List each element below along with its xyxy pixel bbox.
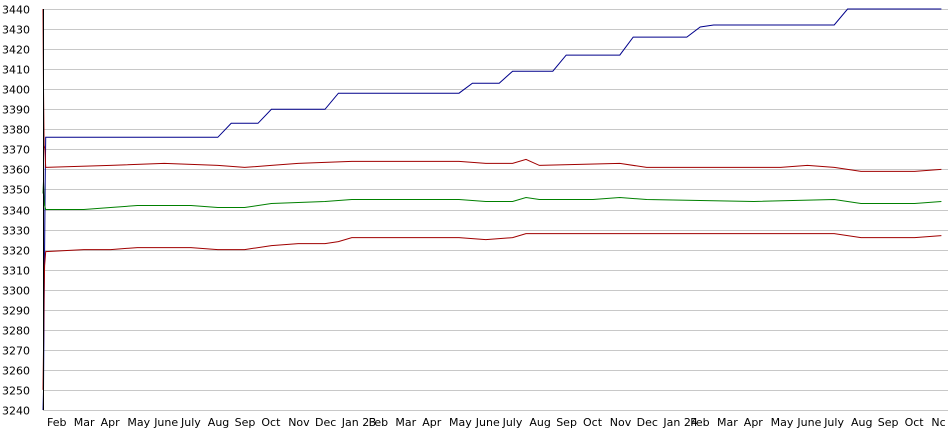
x-tick-label: Feb (369, 416, 388, 429)
y-tick-label: 3360 (2, 164, 30, 177)
x-tick-label: Oct (261, 416, 281, 429)
x-tick-label: Aug (529, 416, 550, 429)
x-tick-label: Mar (395, 416, 416, 429)
y-tick-label: 3240 (2, 405, 30, 418)
x-axis-ticks: Feb Mar Apr May June July Aug Sep Oct Nov Dec Jan 2… (47, 416, 946, 429)
x-tick-label: Jan 24 (662, 416, 697, 429)
x-tick-label: Jan 23 (341, 416, 376, 429)
y-tick-label: 3320 (2, 245, 30, 258)
x-tick-label: Sep (235, 416, 256, 429)
y-tick-label: 3330 (2, 225, 30, 238)
series-lines (42, 8, 942, 411)
x-tick-label: Mar (74, 416, 95, 429)
y-tick-label: 3420 (2, 44, 30, 57)
x-tick-label: Apr (422, 416, 442, 429)
y-tick-label: 3250 (2, 385, 30, 398)
x-tick-label: Mar (717, 416, 738, 429)
y-tick-label: 3410 (2, 64, 30, 77)
x-tick-label: Sep (556, 416, 577, 429)
x-tick-label: Aug (851, 416, 872, 429)
x-tick-label: Dec (637, 416, 658, 429)
series-line-1 (42, 8, 942, 411)
y-tick-label: 3270 (2, 345, 30, 358)
x-tick-label: May (449, 416, 472, 429)
y-axis-ticks: 3240 3250 3260 3270 3280 3290 3300 3310 3320 3330… (2, 4, 30, 418)
y-tick-label: 3400 (2, 84, 30, 97)
x-tick-label: May (127, 416, 150, 429)
x-tick-label: June (796, 416, 821, 429)
y-tick-label: 3390 (2, 104, 30, 117)
y-tick-label: 3280 (2, 325, 30, 338)
x-tick-label: May (771, 416, 794, 429)
x-tick-label: June (475, 416, 500, 429)
x-tick-label: July (502, 416, 523, 429)
x-tick-label: Sep (878, 416, 899, 429)
x-tick-label: Apr (744, 416, 764, 429)
x-tick-label: Feb (690, 416, 709, 429)
y-tick-label: 3430 (2, 24, 30, 37)
y-tick-label: 3370 (2, 144, 30, 157)
y-tick-label: 3440 (2, 4, 30, 17)
y-tick-label: 3380 (2, 124, 30, 137)
x-tick-label: Apr (101, 416, 121, 429)
x-tick-label: Dec (315, 416, 336, 429)
x-tick-label: Oct (905, 416, 925, 429)
x-tick-label: Aug (208, 416, 229, 429)
x-tick-label: July (823, 416, 844, 429)
series-line-2 (42, 8, 942, 172)
y-tick-label: 3260 (2, 365, 30, 378)
y-tick-label: 3310 (2, 265, 30, 278)
x-tick-label: Feb (47, 416, 66, 429)
x-tick-label: July (180, 416, 201, 429)
y-tick-label: 3340 (2, 205, 30, 218)
x-tick-label: Nov (610, 416, 632, 429)
x-tick-label: Nc (931, 416, 945, 429)
x-tick-label: Oct (583, 416, 603, 429)
x-tick-label: Nov (288, 416, 310, 429)
x-tick-label: June (153, 416, 178, 429)
y-tick-label: 3350 (2, 184, 30, 197)
grid-lines (43, 9, 948, 411)
series-line-4 (42, 233, 942, 390)
y-tick-label: 3300 (2, 285, 30, 298)
y-tick-label: 3290 (2, 305, 30, 318)
series-line-3 (42, 181, 942, 210)
